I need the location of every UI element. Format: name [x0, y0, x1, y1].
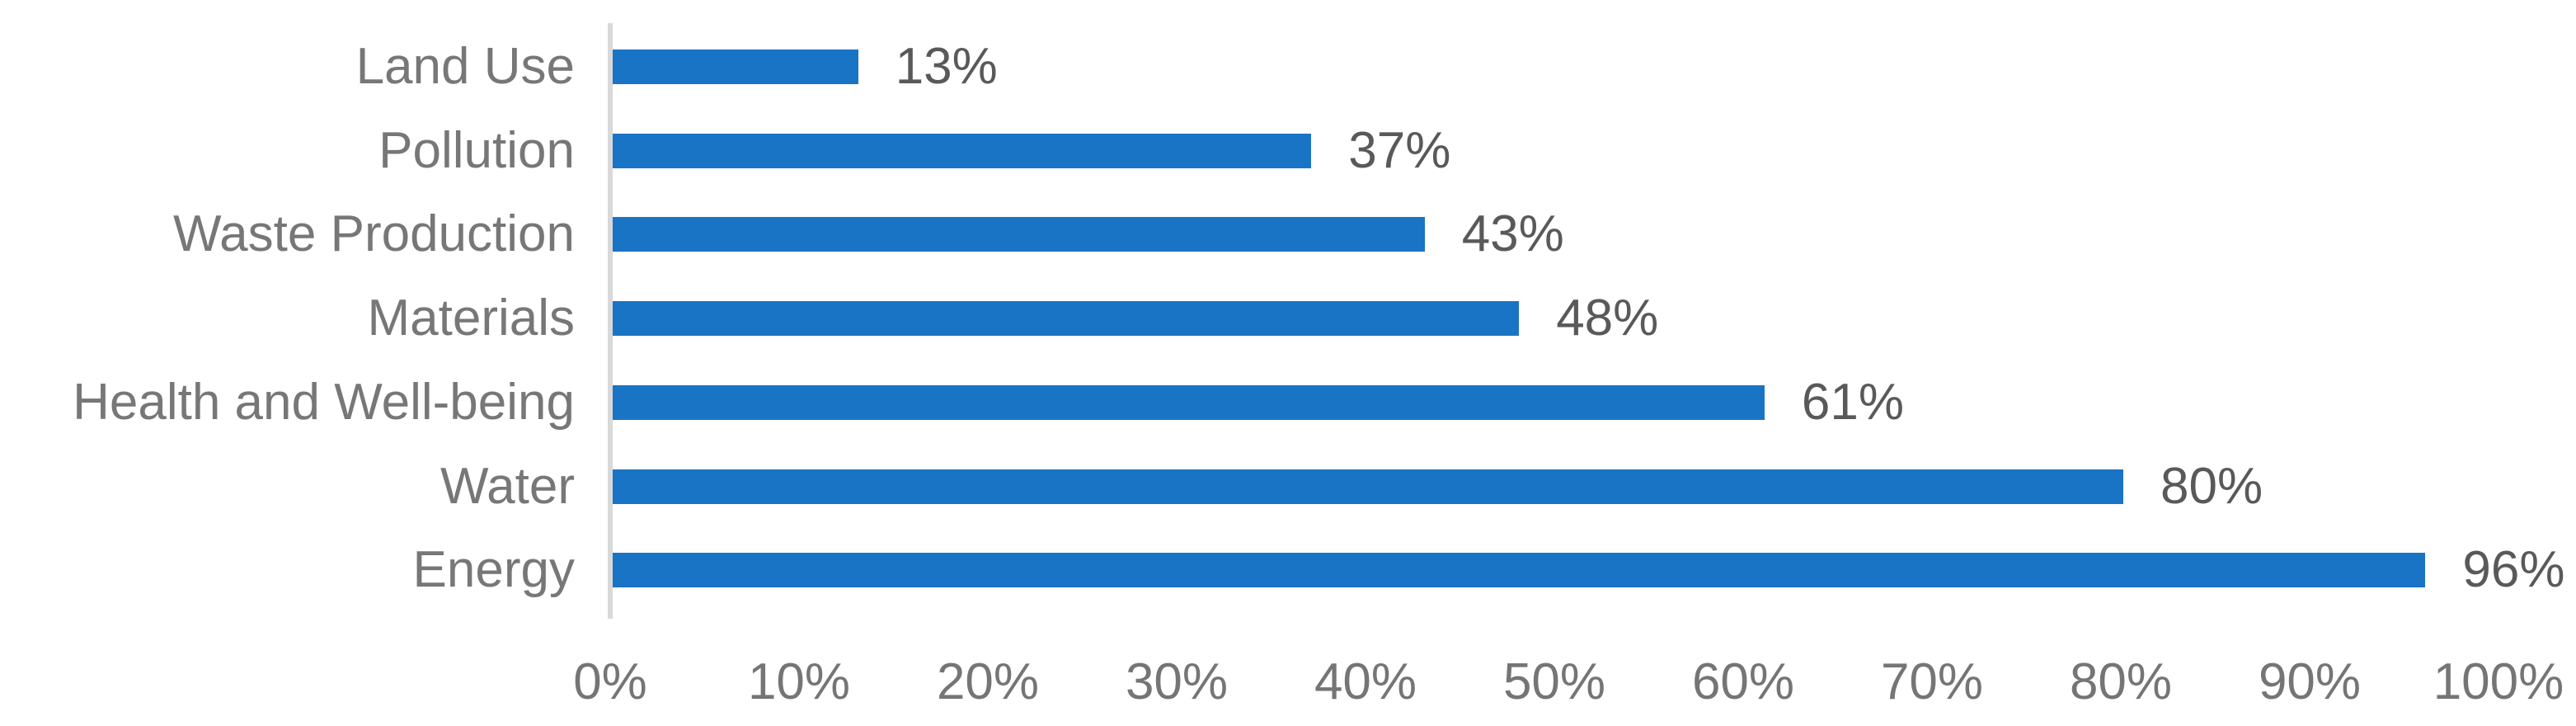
y-axis-line [608, 23, 613, 619]
x-axis-tick-label: 80% [2069, 653, 2173, 710]
value-label: 48% [1556, 290, 1659, 347]
x-axis-tick-label: 20% [936, 653, 1040, 710]
category-label: Health and Well-being [73, 373, 575, 431]
value-label: 61% [1801, 373, 1904, 431]
category-label: Materials [367, 290, 575, 347]
x-axis-tick-label: 10% [747, 653, 851, 710]
bar-row: Waste Production 43% [0, 192, 2576, 276]
category-label: Waste Production [172, 205, 575, 263]
x-axis-tick-label: 60% [1691, 653, 1795, 710]
bar [613, 384, 1765, 420]
x-axis-tick-label: 70% [1880, 653, 1984, 710]
bar [613, 133, 1312, 168]
x-axis-tick-label: 100% [2433, 653, 2564, 710]
bar-row: Pollution 37% [0, 109, 2576, 193]
bar-row: Water 80% [0, 445, 2576, 529]
value-label: 43% [1461, 205, 1564, 263]
bar-row: Health and Well-being 61% [0, 361, 2576, 445]
value-label: 13% [895, 38, 998, 95]
bar-row: Materials 48% [0, 276, 2576, 361]
category-label: Energy [412, 541, 575, 599]
value-label: 37% [1348, 121, 1451, 179]
value-label: 96% [2462, 541, 2565, 599]
bar [613, 469, 2123, 504]
bar-row: Energy 96% [0, 528, 2576, 612]
value-label: 80% [2160, 457, 2263, 515]
bar [613, 301, 1520, 337]
x-axis-tick-label: 40% [1314, 653, 1417, 710]
bar [613, 217, 1425, 252]
x-axis-tick-label: 90% [2258, 653, 2362, 710]
x-axis-tick-label: 0% [573, 653, 647, 710]
category-label: Water [440, 457, 575, 515]
category-label: Pollution [378, 121, 575, 179]
bar-row: Land Use 13% [0, 25, 2576, 109]
bar [613, 50, 858, 84]
category-label: Land Use [355, 38, 575, 95]
bar [613, 553, 2426, 588]
x-axis-tick-label: 30% [1125, 653, 1229, 710]
x-axis-tick-label: 50% [1502, 653, 1606, 710]
